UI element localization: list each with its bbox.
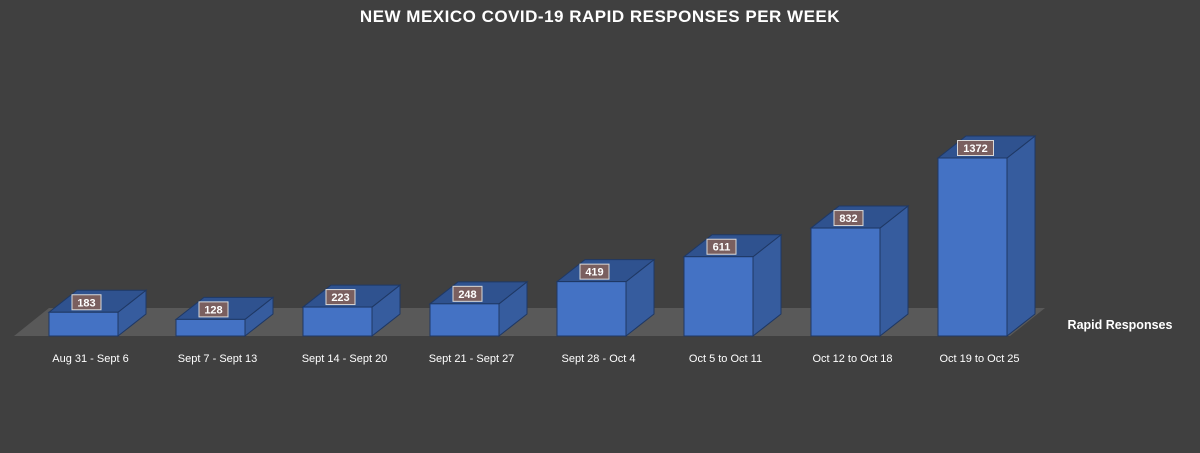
data-label: 1372 (957, 140, 994, 156)
category-label: Sept 28 - Oct 4 (562, 353, 636, 365)
data-label-box (957, 140, 994, 156)
bar-front-face (175, 318, 246, 337)
bar-front-face (48, 311, 119, 337)
data-label: 832 (833, 210, 864, 227)
bar-front-face (302, 306, 373, 337)
data-label-box (71, 294, 102, 311)
data-label: 128 (198, 301, 229, 318)
bar-6: 611 (682, 233, 783, 338)
bar-side-face (1006, 134, 1036, 338)
data-label: 183 (71, 294, 102, 311)
bar-5: 419 (555, 258, 656, 338)
bar-front-face (937, 157, 1008, 337)
data-label-text: 1372 (963, 143, 987, 155)
category-label: Sept 7 - Sept 13 (178, 353, 258, 365)
bar-front-face (810, 227, 881, 337)
bars-group: 183 128 223 248 419 611 832 1372 (47, 134, 1037, 338)
category-label: Oct 19 to Oct 25 (939, 353, 1019, 365)
bar-8: 1372 (936, 134, 1037, 338)
bar-4: 248 (428, 280, 529, 338)
data-label-text: 223 (331, 292, 349, 304)
bar-front-face (556, 281, 627, 337)
data-label-text: 419 (585, 267, 603, 279)
data-label-text: 611 (713, 242, 731, 254)
bar-3: 223 (301, 284, 402, 338)
data-label-box (833, 210, 864, 227)
bar-side-face (879, 205, 909, 338)
bar-1: 183 (47, 289, 148, 338)
data-label-text: 128 (204, 304, 222, 316)
category-label: Sept 21 - Sept 27 (429, 353, 515, 365)
category-label: Sept 14 - Sept 20 (302, 353, 388, 365)
category-label: Oct 5 to Oct 11 (689, 353, 762, 365)
data-label-box (579, 263, 610, 280)
series-axis-label: Rapid Responses (1068, 318, 1173, 332)
data-label-text: 248 (458, 289, 476, 301)
data-label-box (452, 285, 483, 302)
data-label-box (706, 238, 737, 255)
chart-title: NEW MEXICO COVID-19 RAPID RESPONSES PER … (360, 7, 840, 26)
category-label: Oct 12 to Oct 18 (812, 353, 892, 365)
data-label-box (325, 289, 356, 306)
category-labels: Aug 31 - Sept 6 Sept 7 - Sept 13 Sept 14 -… (52, 353, 1019, 365)
data-label: 611 (706, 238, 737, 255)
data-label-text: 183 (77, 297, 95, 309)
bar-2: 128 (174, 296, 275, 338)
data-label: 223 (325, 289, 356, 306)
data-label: 248 (452, 285, 483, 302)
bar-7: 832 (809, 205, 910, 338)
bar-front-face (683, 256, 754, 337)
data-label-text: 832 (839, 213, 857, 225)
data-label-box (198, 301, 229, 318)
data-label: 419 (579, 263, 610, 280)
bar-front-face (429, 303, 500, 337)
category-label: Aug 31 - Sept 6 (52, 353, 128, 365)
